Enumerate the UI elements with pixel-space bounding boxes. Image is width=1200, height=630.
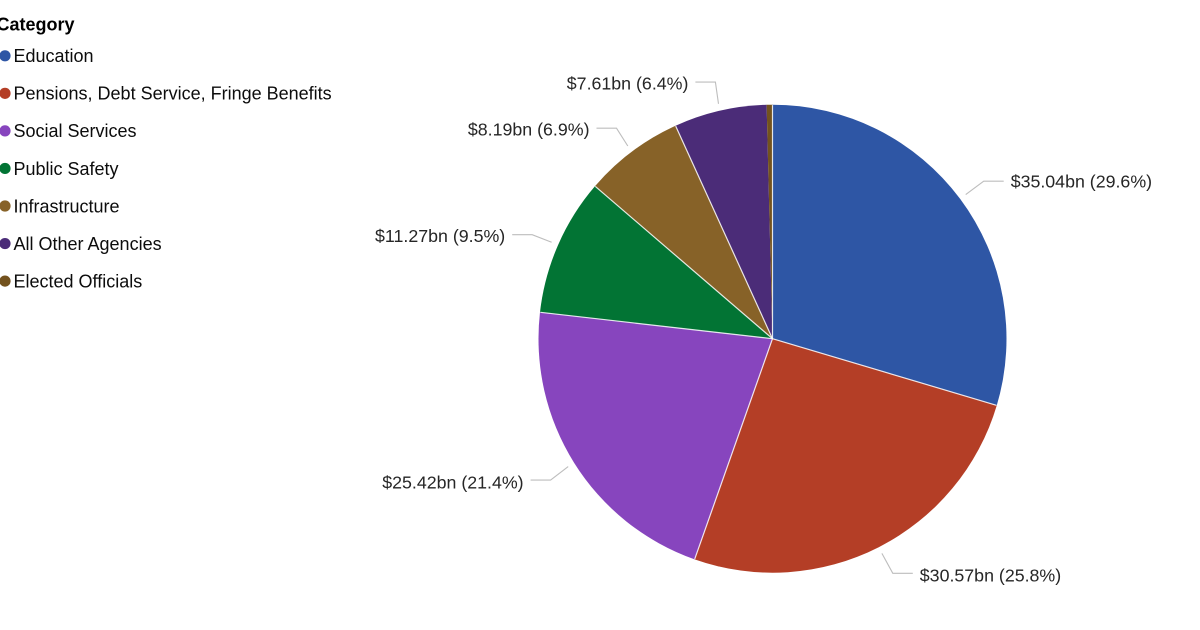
svg-text:$30.57bn (25.8%): $30.57bn (25.8%) [920, 566, 1061, 586]
svg-text:$25.42bn (21.4%): $25.42bn (21.4%) [382, 473, 523, 493]
svg-text:Education: Education [14, 46, 94, 66]
svg-text:$11.27bn (9.5%): $11.27bn (9.5%) [375, 226, 505, 246]
svg-text:Category: Category [0, 14, 75, 34]
svg-text:Elected Officials: Elected Officials [14, 271, 143, 291]
svg-text:$8.19bn (6.9%): $8.19bn (6.9%) [468, 120, 590, 140]
svg-text:Social Services: Social Services [14, 121, 137, 141]
svg-text:Pensions, Debt Service, Fringe: Pensions, Debt Service, Fringe Benefits [14, 84, 332, 104]
svg-text:Infrastructure: Infrastructure [14, 196, 120, 216]
svg-text:$35.04bn (29.6%): $35.04bn (29.6%) [1011, 172, 1152, 192]
svg-text:All Other Agencies: All Other Agencies [14, 234, 162, 254]
svg-text:Public Safety: Public Safety [14, 159, 119, 179]
svg-text:$7.61bn (6.4%): $7.61bn (6.4%) [567, 74, 689, 94]
